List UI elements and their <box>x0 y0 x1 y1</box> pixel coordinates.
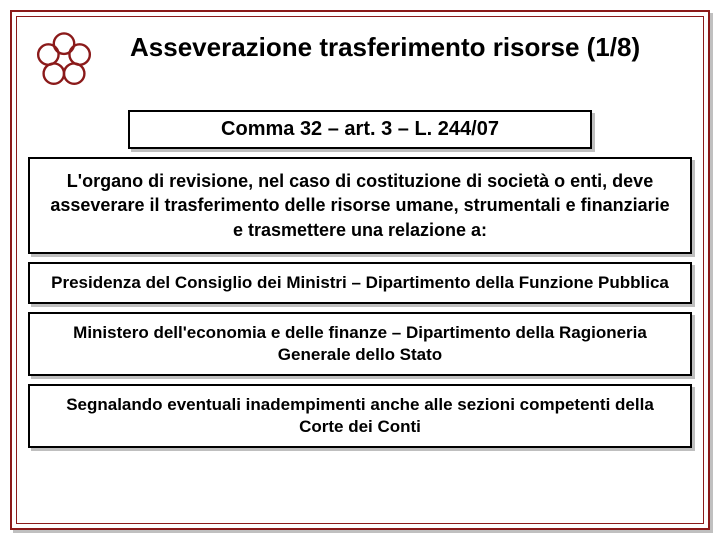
subtitle-box: Comma 32 – art. 3 – L. 244/07 <box>128 110 592 149</box>
item-box-2: Ministero dell'economia e delle finanze … <box>28 312 692 376</box>
inner-border-top <box>16 16 704 17</box>
inner-border-left <box>16 16 17 524</box>
inner-border-bottom <box>16 523 704 524</box>
slide-title: Asseverazione trasferimento risorse (1/8… <box>130 32 680 63</box>
knot-logo-icon <box>30 26 98 94</box>
content-area: Comma 32 – art. 3 – L. 244/07 L'organo d… <box>28 110 692 448</box>
item-box-1: Presidenza del Consiglio dei Ministri – … <box>28 262 692 304</box>
item-box-3: Segnalando eventuali inadempimenti anche… <box>28 384 692 448</box>
inner-border-right <box>703 16 704 524</box>
main-text-box: L'organo di revisione, nel caso di costi… <box>28 157 692 254</box>
